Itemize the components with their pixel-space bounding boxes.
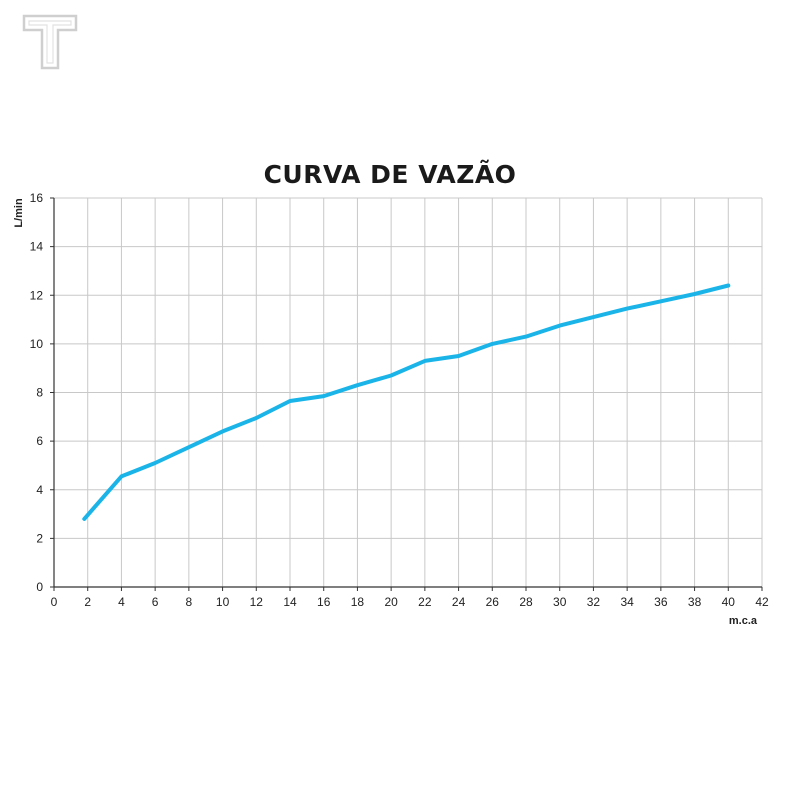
y-tick-label: 4 — [36, 483, 43, 497]
x-tick-label: 10 — [216, 595, 230, 609]
x-tick-label: 22 — [418, 595, 432, 609]
y-axis-label: L/min — [13, 198, 25, 228]
t-logo-icon — [22, 14, 78, 70]
y-tick-label: 10 — [30, 337, 44, 351]
y-tick-label: 0 — [36, 580, 43, 594]
chart-grid — [54, 197, 763, 587]
x-tick-label: 38 — [688, 595, 702, 609]
chart-title: CURVA DE VAZÃO — [263, 160, 517, 189]
x-tick-label: 40 — [722, 595, 736, 609]
y-tick-label: 6 — [36, 434, 43, 448]
x-tick-label: 2 — [84, 595, 91, 609]
x-tick-label: 34 — [620, 595, 634, 609]
x-axis-label: m.c.a — [729, 615, 758, 627]
series-group — [82, 283, 731, 521]
y-tick-label: 2 — [36, 531, 43, 545]
series-line — [82, 283, 731, 521]
chart-axes — [50, 197, 763, 591]
y-tick-labels: 0 2 4 6 8 10 12 14 16 — [30, 191, 44, 594]
y-tick-label: 16 — [30, 191, 44, 205]
x-tick-label: 30 — [553, 595, 567, 609]
y-tick-label: 14 — [30, 240, 44, 254]
x-tick-label: 42 — [755, 595, 769, 609]
x-tick-label: 28 — [519, 595, 533, 609]
x-tick-label: 8 — [186, 595, 193, 609]
x-tick-label: 18 — [351, 595, 365, 609]
y-tick-label: 12 — [30, 288, 44, 302]
x-tick-label: 32 — [587, 595, 601, 609]
x-tick-label: 0 — [51, 595, 58, 609]
x-tick-label: 36 — [654, 595, 668, 609]
x-tick-label: 4 — [118, 595, 125, 609]
x-tick-label: 20 — [384, 595, 398, 609]
x-tick-label: 16 — [317, 595, 331, 609]
x-tick-labels: 0 2 4 6 8 10 12 14 16 18 20 22 24 26 28 30 32 34 36 38 40 42 — [51, 595, 769, 609]
x-tick-label: 26 — [486, 595, 500, 609]
x-tick-label: 6 — [152, 595, 159, 609]
x-tick-label: 12 — [250, 595, 264, 609]
y-tick-label: 8 — [36, 386, 43, 400]
x-tick-label: 14 — [283, 595, 297, 609]
x-tick-label: 24 — [452, 595, 466, 609]
